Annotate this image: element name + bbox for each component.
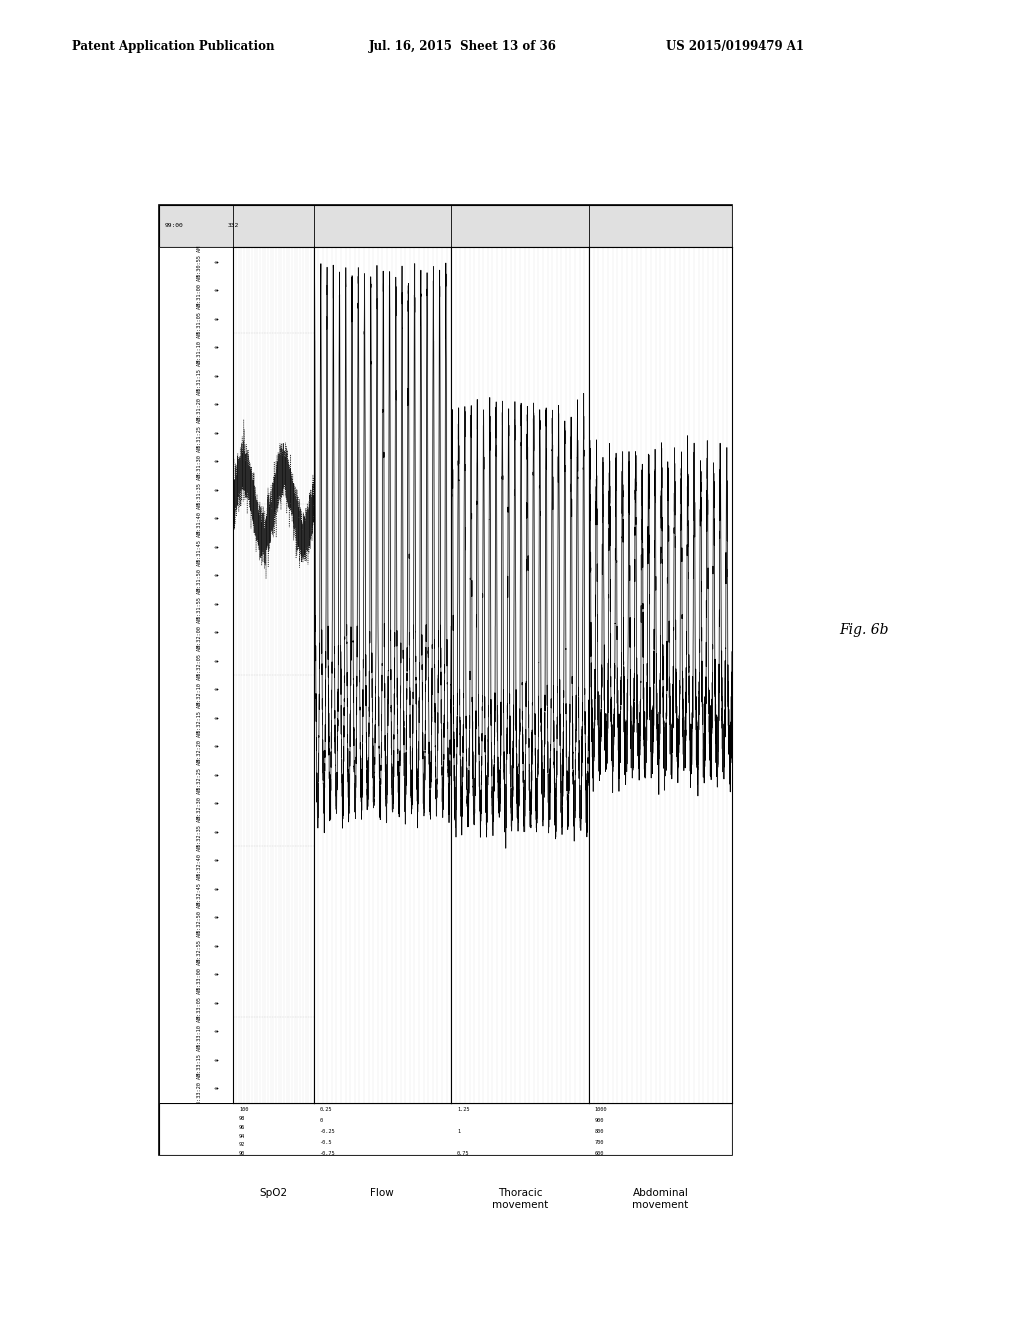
Text: -0.75: -0.75 xyxy=(319,1151,335,1156)
Text: 3:31:05 AM: 3:31:05 AM xyxy=(198,304,202,334)
Text: 96: 96 xyxy=(239,1125,246,1130)
Text: 3:32:35 AM: 3:32:35 AM xyxy=(198,816,202,847)
Text: 3:31:50 AM: 3:31:50 AM xyxy=(198,560,202,591)
Text: Flow: Flow xyxy=(371,1188,394,1199)
Text: 3:30:55 AM: 3:30:55 AM xyxy=(198,246,202,277)
Text: 3:31:15 AM: 3:31:15 AM xyxy=(198,360,202,391)
Text: 0.75: 0.75 xyxy=(457,1151,469,1156)
Text: 3:33:00 AM: 3:33:00 AM xyxy=(198,958,202,990)
Text: 3:32:05 AM: 3:32:05 AM xyxy=(198,645,202,676)
Text: 3:32:45 AM: 3:32:45 AM xyxy=(198,874,202,904)
Text: 700: 700 xyxy=(595,1140,604,1146)
Text: 98: 98 xyxy=(239,1115,246,1121)
Text: -0.25: -0.25 xyxy=(319,1129,335,1134)
Text: 94: 94 xyxy=(239,1134,246,1139)
Text: 800: 800 xyxy=(595,1129,604,1134)
Text: Patent Application Publication: Patent Application Publication xyxy=(72,40,274,53)
Text: 100: 100 xyxy=(239,1107,249,1111)
Text: 1: 1 xyxy=(457,1129,460,1134)
Text: 3:31:55 AM: 3:31:55 AM xyxy=(198,589,202,619)
Text: 1.25: 1.25 xyxy=(457,1107,469,1111)
Text: 0: 0 xyxy=(319,1118,323,1123)
Text: 3:33:20 AM: 3:33:20 AM xyxy=(198,1073,202,1104)
Text: 3:32:30 AM: 3:32:30 AM xyxy=(198,788,202,818)
Text: 3:32:00 AM: 3:32:00 AM xyxy=(198,616,202,648)
Text: 3:31:45 AM: 3:31:45 AM xyxy=(198,531,202,562)
Text: 600: 600 xyxy=(595,1151,604,1156)
Text: 332: 332 xyxy=(227,223,239,228)
Text: 900: 900 xyxy=(595,1118,604,1123)
Text: 3:31:35 AM: 3:31:35 AM xyxy=(198,474,202,506)
Text: 3:31:40 AM: 3:31:40 AM xyxy=(198,503,202,533)
Text: SpO2: SpO2 xyxy=(259,1188,288,1199)
Text: Thoracic
movement: Thoracic movement xyxy=(492,1188,548,1209)
Text: 3:31:20 AM: 3:31:20 AM xyxy=(198,388,202,420)
Text: US 2015/0199479 A1: US 2015/0199479 A1 xyxy=(666,40,804,53)
Text: 3:32:40 AM: 3:32:40 AM xyxy=(198,845,202,876)
Text: Fig. 6b: Fig. 6b xyxy=(840,623,889,636)
Text: 3:32:55 AM: 3:32:55 AM xyxy=(198,931,202,961)
Text: 3:31:25 AM: 3:31:25 AM xyxy=(198,417,202,449)
Text: 0.25: 0.25 xyxy=(319,1107,332,1111)
Text: 90: 90 xyxy=(239,1151,246,1156)
Text: 3:32:10 AM: 3:32:10 AM xyxy=(198,673,202,705)
Text: Jul. 16, 2015  Sheet 13 of 36: Jul. 16, 2015 Sheet 13 of 36 xyxy=(369,40,556,53)
Text: 3:31:10 AM: 3:31:10 AM xyxy=(198,331,202,363)
Text: 99:00: 99:00 xyxy=(165,223,183,228)
Text: -0.5: -0.5 xyxy=(319,1140,332,1146)
Text: Abdominal
movement: Abdominal movement xyxy=(633,1188,688,1209)
Text: 3:32:15 AM: 3:32:15 AM xyxy=(198,702,202,734)
Text: 3:31:30 AM: 3:31:30 AM xyxy=(198,446,202,477)
Text: 3:32:25 AM: 3:32:25 AM xyxy=(198,759,202,791)
Text: 3:32:20 AM: 3:32:20 AM xyxy=(198,731,202,762)
Text: 3:32:50 AM: 3:32:50 AM xyxy=(198,902,202,933)
Text: 3:31:00 AM: 3:31:00 AM xyxy=(198,275,202,306)
Text: 92: 92 xyxy=(239,1142,246,1147)
Text: 3:33:05 AM: 3:33:05 AM xyxy=(198,987,202,1019)
Text: 3:33:15 AM: 3:33:15 AM xyxy=(198,1044,202,1076)
Text: 1000: 1000 xyxy=(595,1107,607,1111)
Text: 3:33:10 AM: 3:33:10 AM xyxy=(198,1016,202,1047)
